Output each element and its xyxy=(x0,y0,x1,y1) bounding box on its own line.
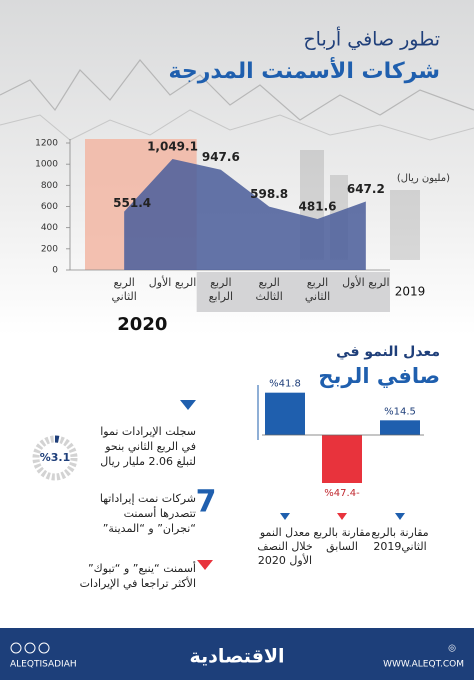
footer-website: WWW.ALEQT.COM xyxy=(383,660,464,670)
x-tick-label: الربع الثاني xyxy=(111,276,137,303)
area xyxy=(124,158,366,270)
value-label: 481.6 xyxy=(299,200,337,214)
bar-category: مقارنة بالربع السابق xyxy=(313,526,371,553)
marker-triangle xyxy=(280,513,290,520)
bar-value-label: %14.5 xyxy=(384,406,416,417)
y-tick-label: 200 xyxy=(41,244,58,254)
value-label: 947.6 xyxy=(202,150,240,164)
background-line xyxy=(0,59,474,121)
footer-band xyxy=(0,628,474,680)
y-tick-label: 1000 xyxy=(35,160,58,170)
y-tick-label: 1200 xyxy=(35,139,58,149)
fact-line: لتبلغ 2.06 مليار ريال xyxy=(100,455,196,468)
background-line xyxy=(0,109,474,141)
value-label: 551.4 xyxy=(113,196,151,210)
value-label: 598.8 xyxy=(250,187,288,201)
bar xyxy=(322,435,362,483)
fact-triangle xyxy=(197,560,213,570)
year-label: 2019 xyxy=(395,285,426,299)
bar-title-1: معدل النمو في xyxy=(336,344,440,360)
x-tick-label: الربع الثاني xyxy=(304,276,331,303)
y-tick-label: 800 xyxy=(41,181,58,191)
value-label: 647.2 xyxy=(347,182,385,196)
fact-line: الأكثر تراجعا في الإيرادات xyxy=(79,577,196,590)
web-icon: ◎ xyxy=(448,644,456,654)
bar-value-label: %41.8 xyxy=(269,379,301,390)
background-buildings xyxy=(300,150,420,260)
fact-line: أسمنت “ينبع” و “تبوك” xyxy=(87,562,196,575)
social-icons xyxy=(10,642,50,654)
bar-title-2: صافي الربح xyxy=(318,364,440,388)
footer-social: ALEQTISADIAH xyxy=(10,660,77,670)
marker-triangle xyxy=(337,513,347,520)
bar-category: معدل النمو خلال النصف الأول 2020 xyxy=(257,526,313,567)
y-tick-label: 400 xyxy=(41,223,58,233)
y-tick-label: 600 xyxy=(41,202,58,212)
donut-label: %3.1 xyxy=(40,451,71,464)
fact-line: في الربع الثاني بنحو xyxy=(105,440,196,453)
fact-count: 7 xyxy=(196,485,217,520)
unit-label: (مليون ريال) xyxy=(397,173,450,184)
fact-triangle xyxy=(180,400,196,410)
x-tick-label: الربع الرابع xyxy=(208,276,234,303)
marker-triangle xyxy=(395,513,405,520)
footer-logo: الاقتصادية xyxy=(189,646,284,668)
fact-line: تتصدرها أسمنت xyxy=(123,507,196,520)
band-2019 xyxy=(196,272,390,312)
fact-line: “نجران” و “المدينة” xyxy=(102,522,196,535)
x-tick-label: الربع الأول xyxy=(148,276,197,289)
bar-value-label: %47.4- xyxy=(324,488,360,499)
x-tick-label: الربع الثالث xyxy=(255,276,283,303)
bar xyxy=(265,392,305,435)
y-tick-label: 0 xyxy=(52,266,58,276)
year-label: 2020 xyxy=(117,314,167,335)
donut-track xyxy=(32,435,78,481)
value-label: 1,049.1 xyxy=(147,139,198,153)
bar xyxy=(380,420,420,435)
x-tick-label: الربع الأول xyxy=(342,276,390,289)
fact-line: سجلت الإيرادات نموا xyxy=(100,425,196,438)
title-line-2: شركات الأسمنت المدرجة xyxy=(169,56,441,84)
bar-category: مقارنة بالربع الثاني2019 xyxy=(371,526,429,553)
title-line-1: تطور صافي أرباح xyxy=(303,27,440,51)
fact-line: شركات نمت إيراداتها xyxy=(99,492,196,505)
